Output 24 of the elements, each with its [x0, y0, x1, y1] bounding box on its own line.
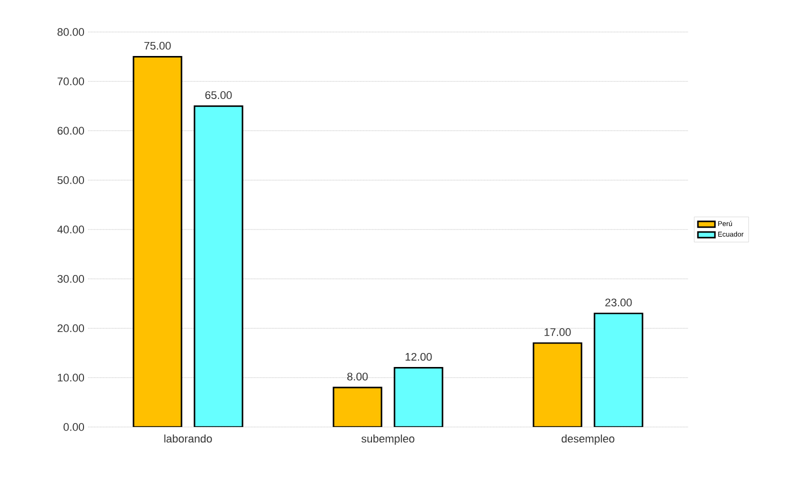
bar: [532, 342, 582, 427]
y-tick-label: 80.00: [58, 28, 84, 36]
x-tick-label: laborando: [164, 434, 212, 443]
bar: [132, 56, 182, 427]
data-label: 23.00: [605, 298, 632, 306]
data-label: 65.00: [205, 91, 232, 100]
bar: [332, 386, 382, 427]
y-tick-label: 0.00: [64, 423, 84, 431]
y-tick-label: 30.00: [57, 275, 84, 283]
data-label: 12.00: [406, 352, 432, 361]
y-tick-label: 40.00: [57, 226, 84, 234]
y-tick-label: 10.00: [58, 374, 84, 382]
y-tick-label: 60.00: [58, 126, 84, 135]
bar: [194, 105, 244, 427]
bar: [394, 367, 444, 427]
x-tick-label: desempleo: [562, 434, 614, 445]
y-tick-label: 20.00: [58, 324, 84, 332]
x-tick-label: subempleo: [362, 434, 414, 445]
data-label: 75.00: [144, 42, 171, 50]
data-label: 17.00: [544, 328, 571, 336]
data-label: 8.00: [347, 372, 368, 380]
bar: [594, 312, 644, 427]
y-tick-label: 70.00: [58, 78, 84, 86]
y-tick-label: 50.00: [57, 176, 84, 184]
